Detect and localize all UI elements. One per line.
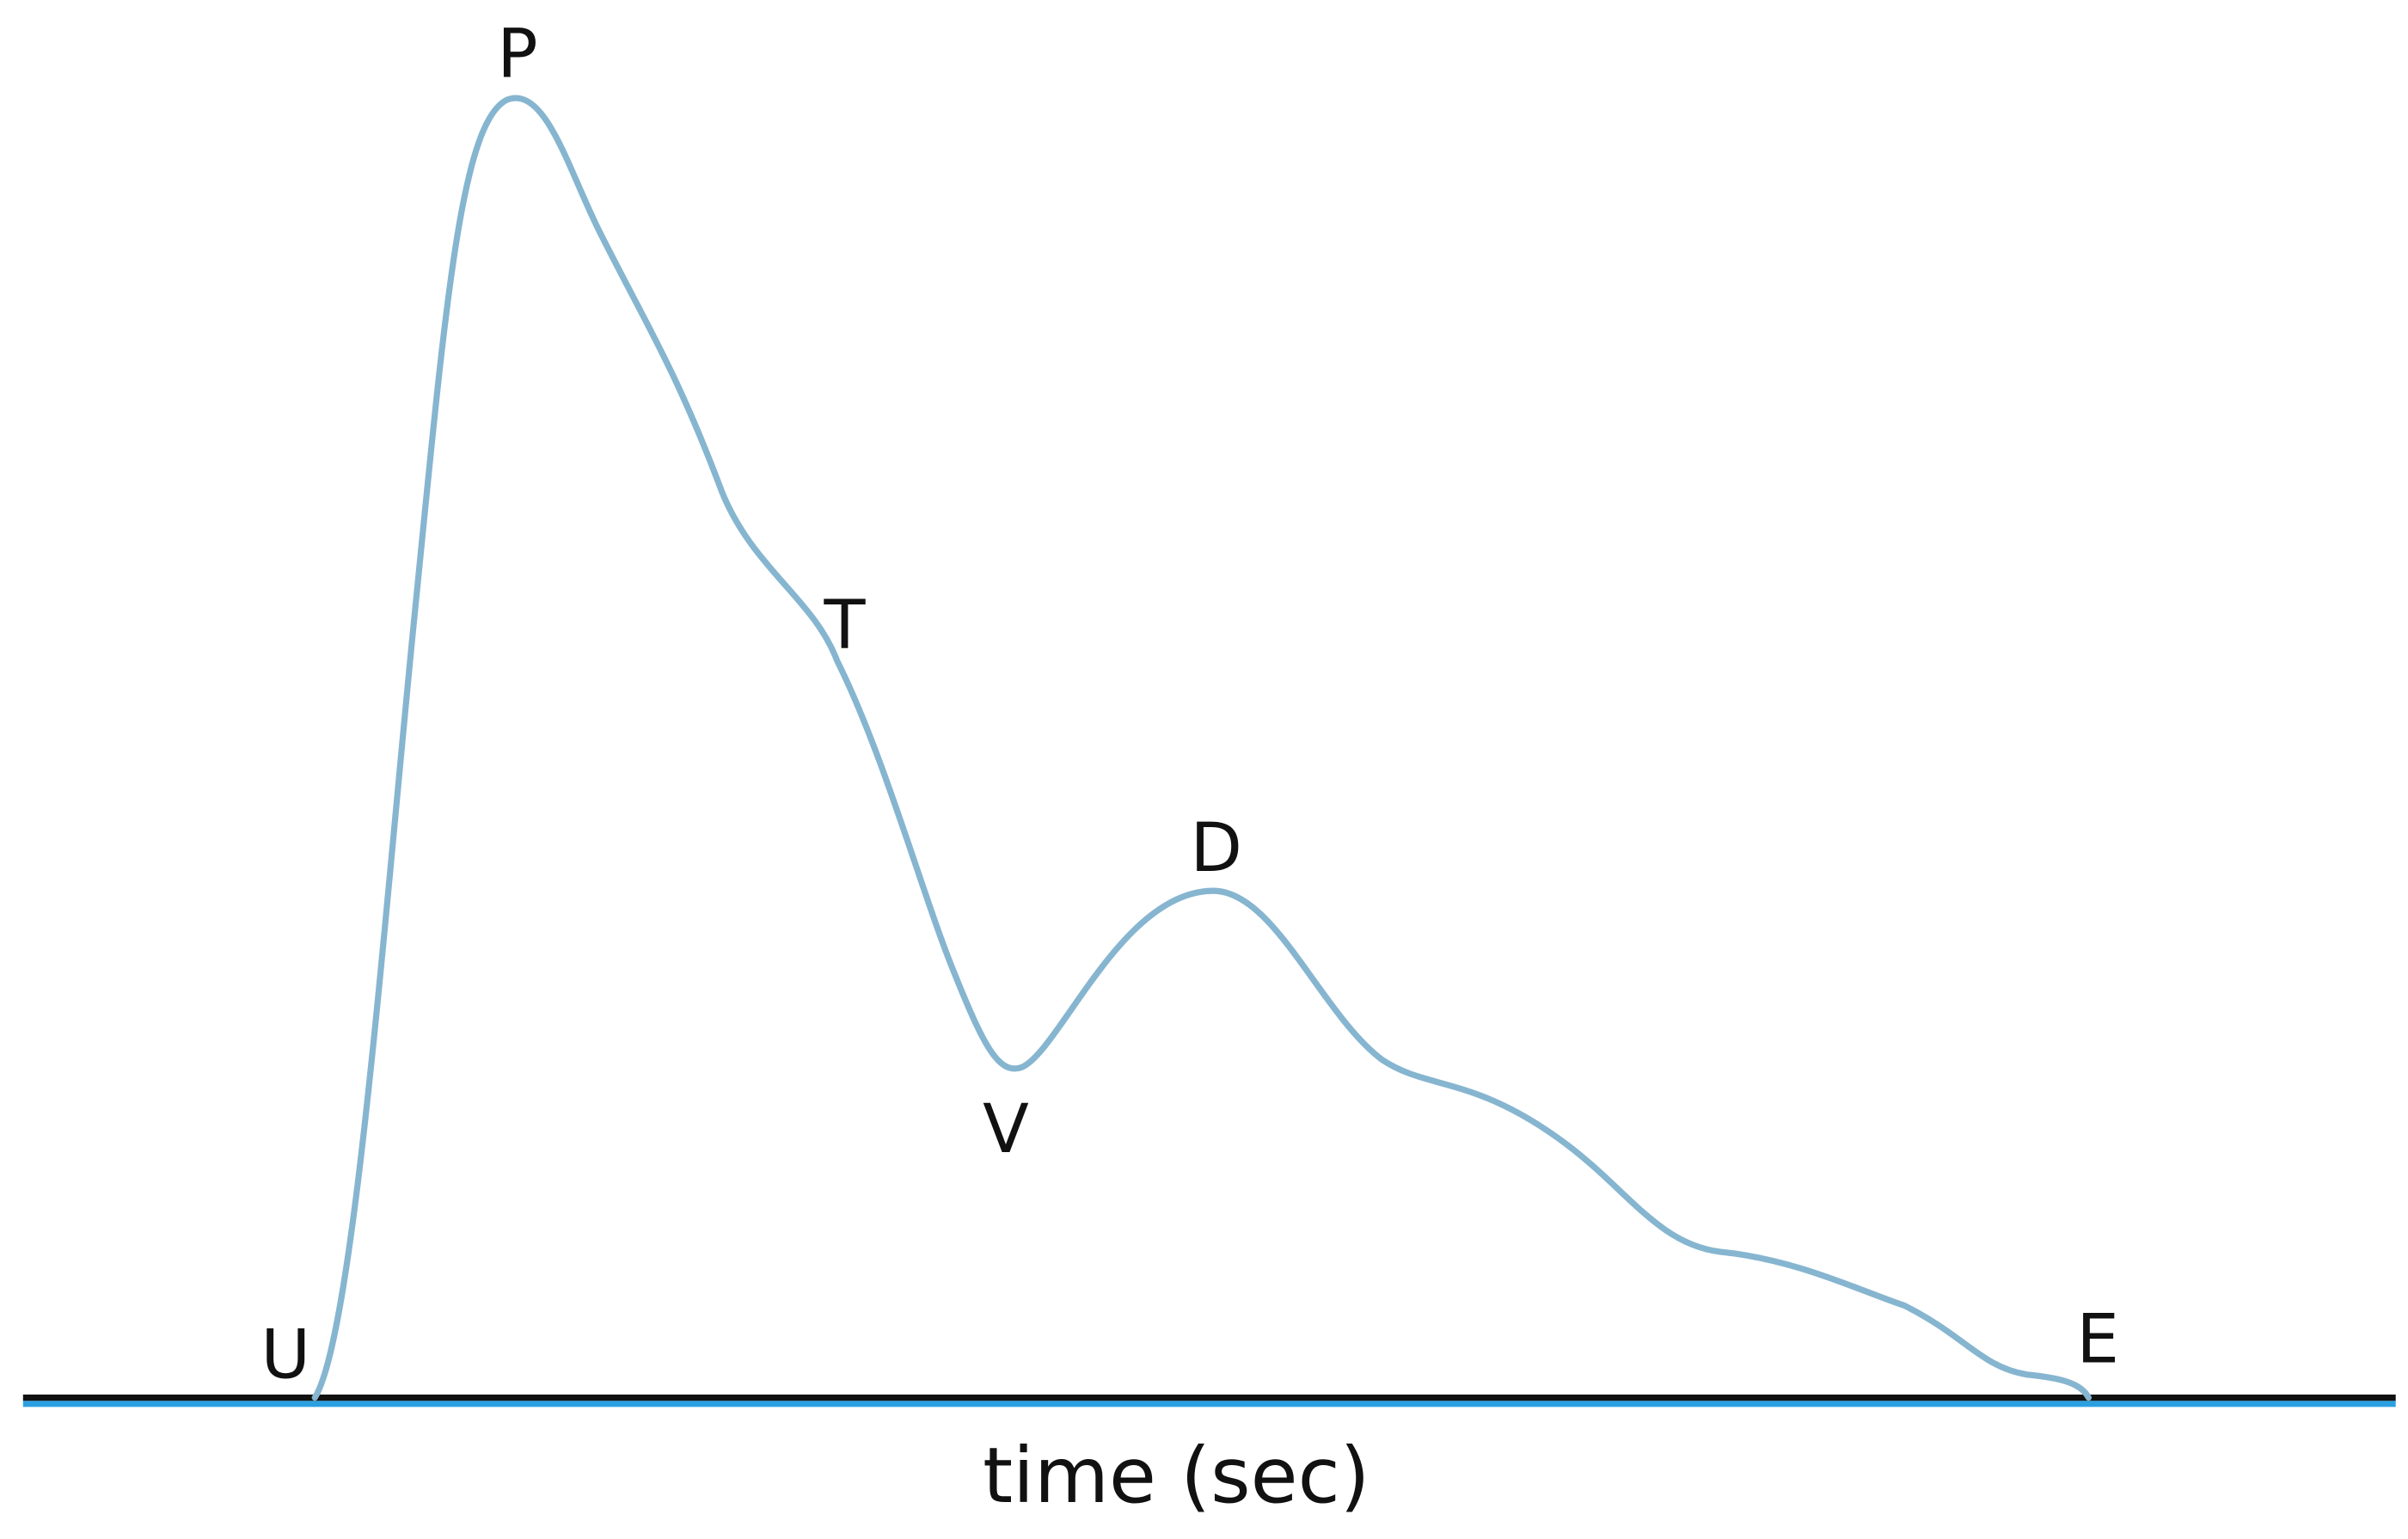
label-e: E: [2076, 1300, 2119, 1379]
label-u: U: [261, 1315, 311, 1394]
label-p: P: [497, 14, 537, 93]
label-v: V: [983, 1089, 1029, 1168]
axis-label: time (sec): [983, 1432, 1369, 1521]
label-d: D: [1191, 808, 1243, 887]
label-t: T: [823, 586, 866, 665]
pulse-curve: [311, 95, 2092, 1401]
